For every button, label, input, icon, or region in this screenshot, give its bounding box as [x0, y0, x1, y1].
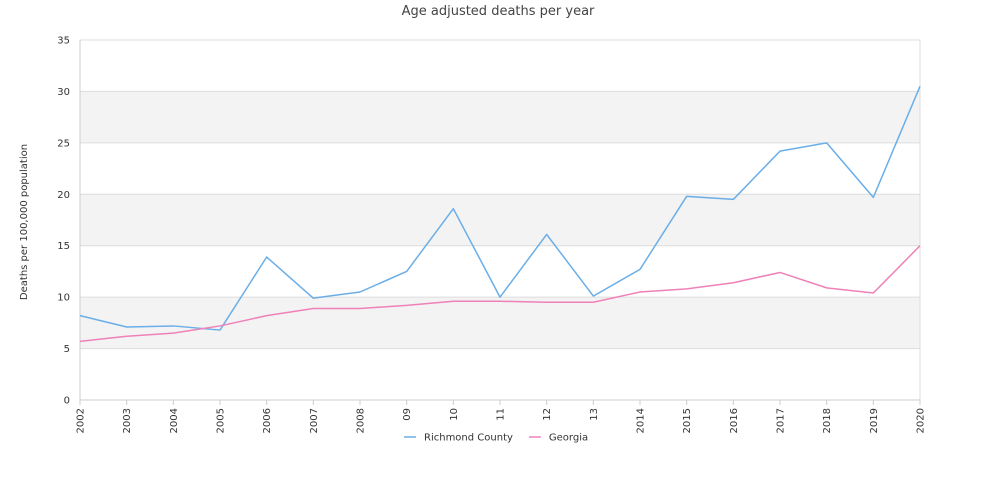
y-axis-ticks: 0 5 10 15 20 25 30 35	[57, 36, 70, 407]
x-tick-label: 2018	[822, 408, 833, 433]
x-tick-label: 2007	[309, 408, 320, 433]
y-tick-label: 10	[57, 293, 70, 304]
y-tick-label: 25	[57, 138, 70, 149]
y-tick-label: 15	[57, 241, 70, 252]
legend-label: Georgia	[549, 433, 588, 444]
x-tick-label: 10	[449, 408, 460, 421]
x-tick-label: 2006	[262, 408, 273, 433]
x-tick-label: 2017	[776, 408, 787, 433]
x-tick-label: 2004	[169, 408, 180, 433]
x-tick-label: 12	[542, 408, 553, 421]
x-tick-label: 2002	[76, 408, 87, 433]
chart-title: Age adjusted deaths per year	[402, 4, 595, 19]
y-tick-label: 30	[57, 87, 70, 98]
legend-label: Richmond County	[424, 433, 513, 444]
plot-band	[80, 245, 920, 298]
y-tick-label: 35	[57, 36, 70, 47]
y-tick-label: 5	[64, 344, 70, 355]
x-tick-label: 2015	[682, 408, 693, 433]
y-tick-label: 0	[64, 396, 70, 407]
plot-band	[80, 40, 920, 92]
y-tick-label: 20	[57, 190, 70, 201]
plot-bands	[80, 40, 920, 400]
plot-band	[80, 142, 920, 195]
x-tick-label: 2008	[356, 408, 367, 433]
series-line-richmond-county	[79, 85, 921, 331]
series-line-georgia	[79, 245, 921, 343]
legend: Richmond County Georgia	[404, 433, 588, 444]
y-axis-label: Deaths per 100,000 population	[19, 144, 30, 300]
x-axis-ticks: 2002 2003 2004 2005 2006 2007 2008 09 10 11 12 13 20…	[76, 400, 927, 433]
x-tick-label: 2003	[122, 408, 133, 433]
x-tick-label: 2019	[869, 408, 880, 433]
x-tick-label: 2020	[916, 408, 927, 433]
x-tick-label: 11	[496, 408, 507, 421]
x-tick-label: 2014	[636, 408, 647, 433]
plot-band	[80, 297, 920, 349]
plot-band	[80, 91, 920, 143]
series-lines	[79, 85, 921, 343]
plot-band	[80, 348, 920, 400]
plot-band	[80, 194, 920, 246]
x-tick-label: 13	[589, 408, 600, 421]
x-tick-label: 2005	[216, 408, 227, 433]
x-tick-label: 09	[402, 408, 413, 421]
x-tick-label: 2016	[729, 408, 740, 433]
